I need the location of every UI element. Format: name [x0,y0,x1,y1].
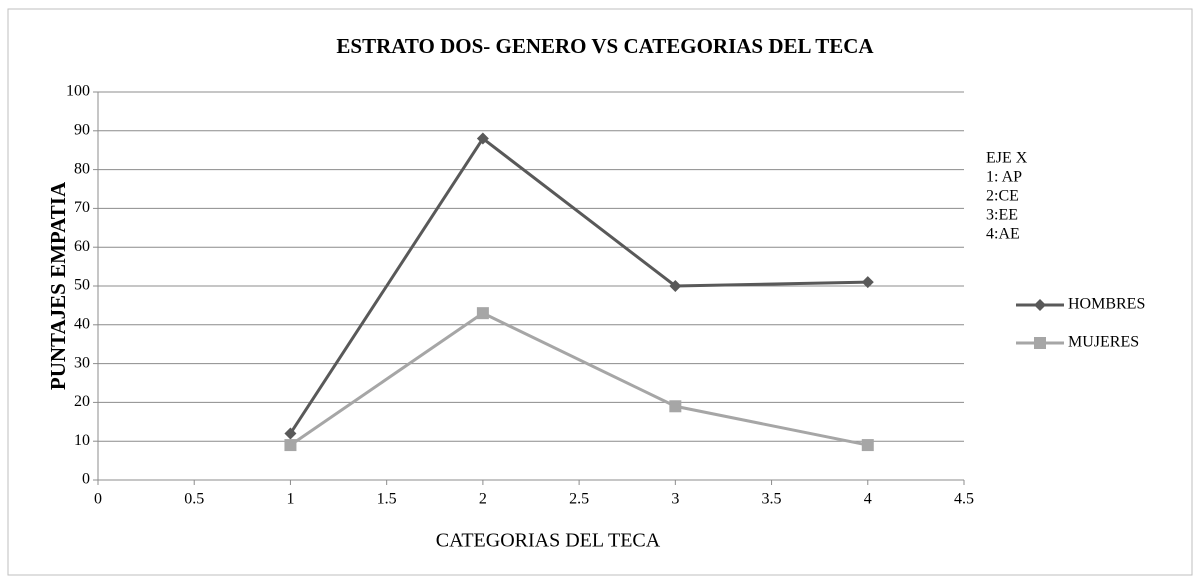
x-tick-label: 3.5 [762,491,782,508]
chart-border [7,8,1193,576]
y-tick-label: 100 [66,83,90,100]
legend-label: MUJERES [1068,334,1139,351]
annotation: 2:CE [986,188,1019,205]
point-marker [284,427,297,440]
point-marker [1034,299,1046,311]
y-tick-label: 60 [74,238,90,255]
x-tick-label: 2 [479,491,487,508]
annotation: EJE X [986,150,1028,167]
y-tick-label: 0 [82,471,90,488]
y-tick-label: 90 [74,121,90,138]
y-tick-label: 40 [74,315,90,332]
point-marker [476,132,489,145]
point-marker [476,307,489,320]
annotation: 1: AP [986,169,1022,186]
series-line [289,311,869,447]
point-marker [284,439,297,452]
x-tick-label: 0.5 [184,491,204,508]
y-tick-label: 10 [74,432,90,449]
legend-label: HOMBRES [1068,296,1145,313]
point-marker [669,400,682,413]
x-axis-title: CATEGORIAS DEL TECA [436,530,661,552]
y-tick-label: 80 [74,160,90,177]
point-marker [1034,337,1046,349]
y-tick-label: 20 [74,393,90,410]
point-marker [669,280,682,292]
x-tick-label: 4 [864,491,872,508]
y-tick-label: 30 [74,354,90,371]
y-axis-title: PUNTAJES EMPATIA [46,181,70,390]
annotation: 4:AE [986,226,1020,243]
x-tick-label: 0 [94,491,102,508]
series-line [289,136,868,435]
annotation: 3:EE [986,207,1018,224]
x-tick-label: 1.5 [377,491,397,508]
y-tick-label: 70 [74,199,90,216]
x-tick-label: 1 [286,491,294,508]
y-tick-label: 50 [74,277,90,294]
x-tick-label: 3 [671,491,679,508]
x-tick-label: 2.5 [569,491,589,508]
chart-title: ESTRATO DOS- GENERO VS CATEGORIAS DEL TE… [336,34,874,58]
x-tick-label: 4.5 [954,491,974,508]
point-marker [861,276,874,289]
point-marker [861,439,874,452]
